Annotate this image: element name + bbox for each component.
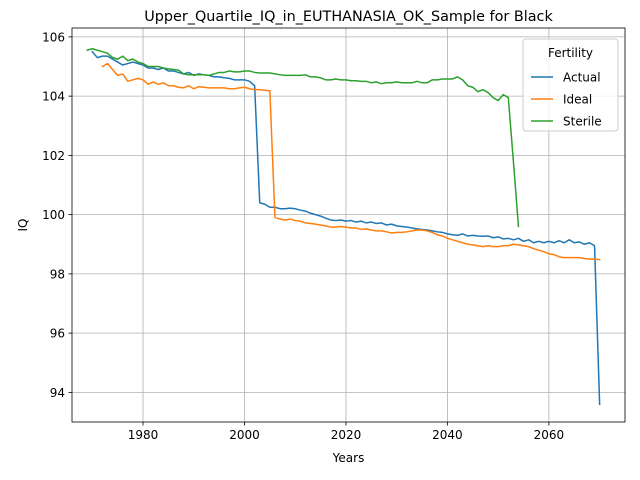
series-lines: [86, 47, 601, 406]
axis-ticks: 1980 2000 2020 2040 2060 94 96 98 100 102 104 106: [42, 30, 564, 442]
plot-frame: [71, 27, 626, 423]
y-tick-label: 102: [42, 149, 65, 163]
y-tick-label: 94: [50, 386, 65, 400]
y-tick-label: 106: [42, 30, 65, 44]
legend: Fertility Actual Ideal Sterile: [522, 38, 619, 132]
x-tick-label: 2040: [432, 428, 463, 442]
x-tick-label: 2020: [331, 428, 362, 442]
series-line-actual: [91, 50, 601, 406]
legend-label-actual: Actual: [563, 71, 601, 85]
series-line-ideal: [101, 62, 601, 261]
legend-label-ideal: Ideal: [563, 93, 592, 107]
x-tick-label: 2000: [229, 428, 260, 442]
legend-box: [522, 38, 619, 132]
x-axis-label: Years: [332, 451, 365, 465]
legend-label-sterile: Sterile: [563, 115, 602, 129]
y-tick-label: 104: [42, 90, 65, 104]
x-tick-label: 1980: [128, 428, 159, 442]
y-tick-label: 100: [42, 208, 65, 222]
y-tick-label: 98: [50, 267, 65, 281]
legend-title: Fertility: [548, 46, 593, 60]
chart-title: Upper_Quartile_IQ_in_EUTHANASIA_OK_Sampl…: [144, 9, 553, 25]
x-tick-label: 2060: [534, 428, 565, 442]
y-axis-label: IQ: [16, 219, 30, 232]
y-tick-label: 96: [50, 327, 65, 341]
series-line-sterile: [86, 47, 520, 228]
